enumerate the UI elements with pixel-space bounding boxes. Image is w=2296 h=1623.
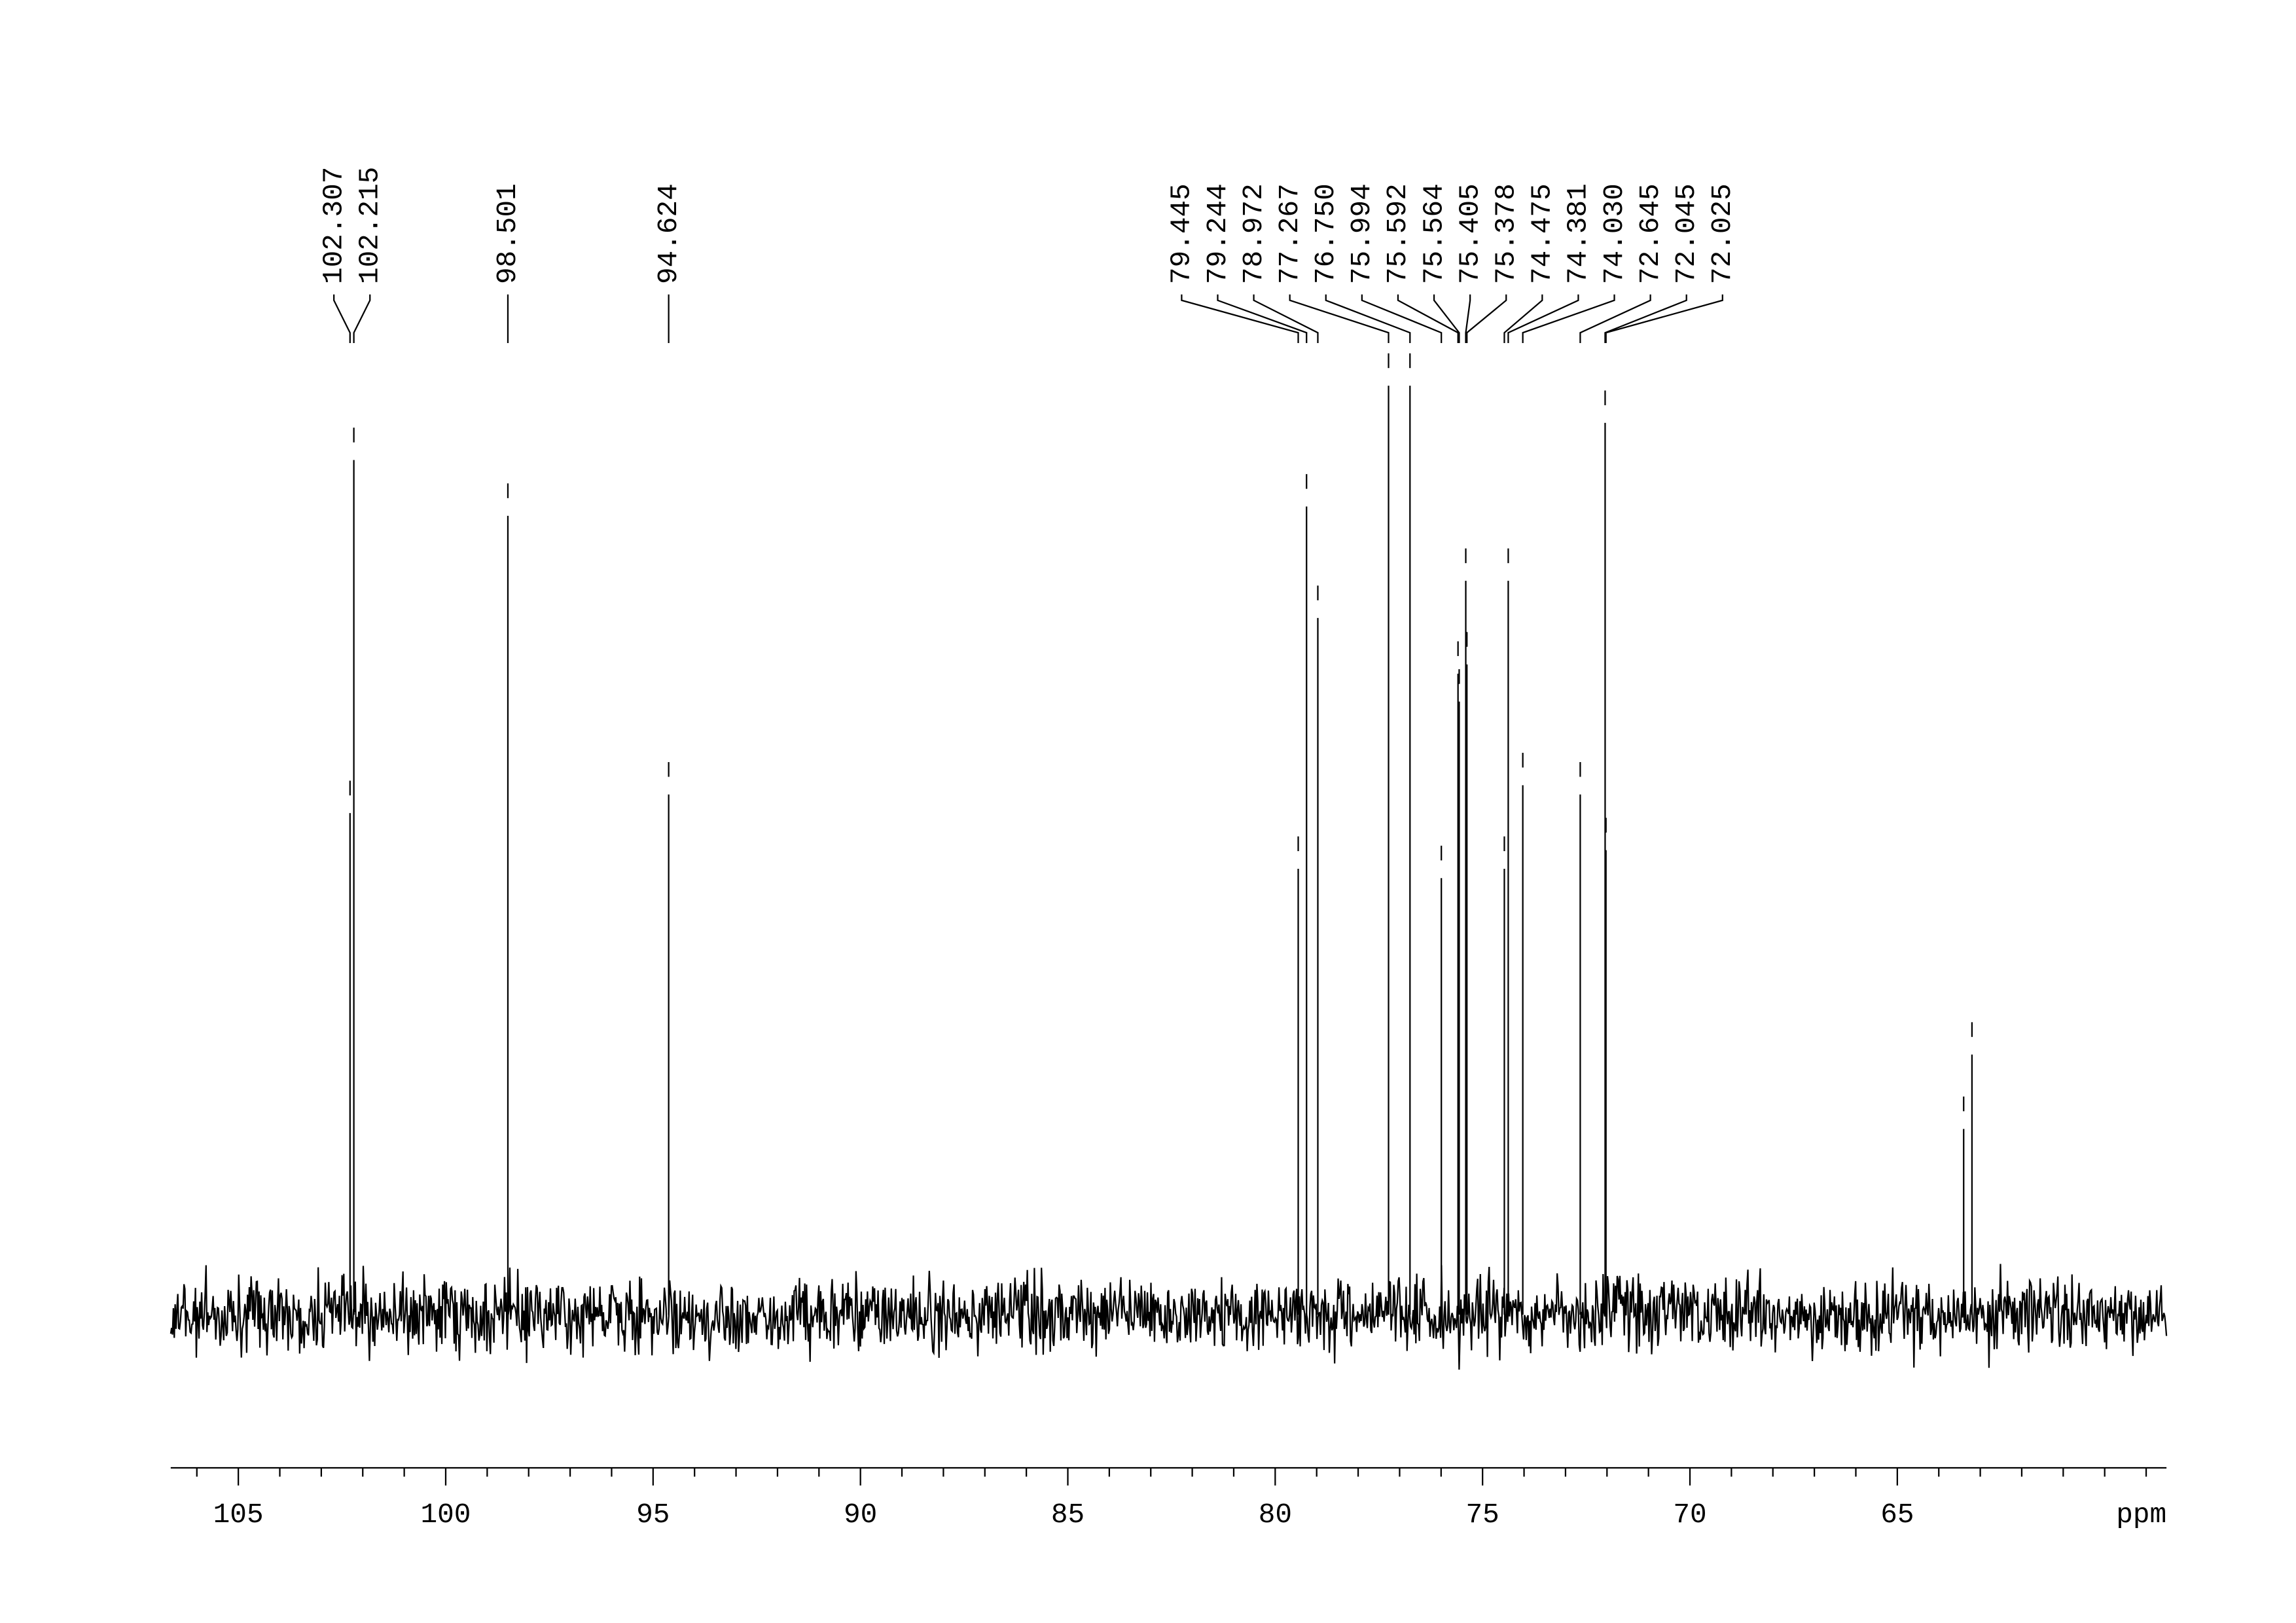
peak-label: 98.501 <box>492 183 524 284</box>
peak-label: 75.564 <box>1418 183 1450 284</box>
peak-label-leader <box>1253 294 1319 343</box>
peak-label: 79.445 <box>1166 183 1198 284</box>
peak-label-leader <box>1217 294 1308 343</box>
peak-label: 75.405 <box>1454 183 1486 284</box>
peak-label-leader <box>353 294 371 343</box>
x-tick-label: 105 <box>213 1499 264 1531</box>
peak-label-leader <box>1465 294 1471 343</box>
peak-label-leader <box>333 294 351 343</box>
peak-label: 78.972 <box>1238 183 1270 284</box>
x-tick-label: 85 <box>1051 1499 1085 1531</box>
peak-label: 102.307 <box>317 167 350 284</box>
x-tick-label: 95 <box>636 1499 670 1531</box>
x-axis-label: ppm <box>2116 1499 2166 1531</box>
peak-label-leader <box>1507 294 1579 343</box>
peak-label-leader <box>1433 294 1460 343</box>
x-tick-label: 100 <box>421 1499 471 1531</box>
peak-label-leader <box>1289 294 1390 343</box>
peak-label: 72.025 <box>1706 183 1738 284</box>
peak-label: 75.378 <box>1490 183 1522 284</box>
peak-label: 79.244 <box>1202 183 1234 284</box>
peak-label-leader <box>1361 294 1443 343</box>
peak-label-leader <box>1604 294 1687 343</box>
x-tick-label: 75 <box>1466 1499 1499 1531</box>
peak-label: 74.475 <box>1526 183 1558 284</box>
peak-label: 102.215 <box>354 167 386 284</box>
peak-label: 74.381 <box>1562 183 1594 284</box>
peak-label-leader <box>1522 294 1615 343</box>
peak-label-leader <box>1503 294 1543 343</box>
x-tick-label: 65 <box>1880 1499 1914 1531</box>
peak-label: 94.624 <box>653 183 685 284</box>
peak-label-leader <box>1181 294 1299 343</box>
peak-label-leader <box>1579 294 1651 343</box>
peak-label: 77.267 <box>1274 183 1306 284</box>
peak-label: 72.045 <box>1670 183 1702 284</box>
peak-label: 75.592 <box>1382 183 1414 284</box>
peak-label: 72.645 <box>1634 183 1666 284</box>
peak-label: 74.030 <box>1598 183 1630 284</box>
x-tick-label: 80 <box>1259 1499 1292 1531</box>
peak-label-leader <box>1466 294 1507 343</box>
peak-label-leader <box>1397 294 1459 343</box>
peak-label-leader <box>1325 294 1411 343</box>
peak-label-leader <box>1605 294 1723 343</box>
x-tick-label: 90 <box>844 1499 877 1531</box>
x-tick-label: 70 <box>1673 1499 1706 1531</box>
peak-label: 75.994 <box>1346 183 1378 284</box>
baseline-noise <box>170 1264 2168 1370</box>
peak-label: 76.750 <box>1310 183 1342 284</box>
